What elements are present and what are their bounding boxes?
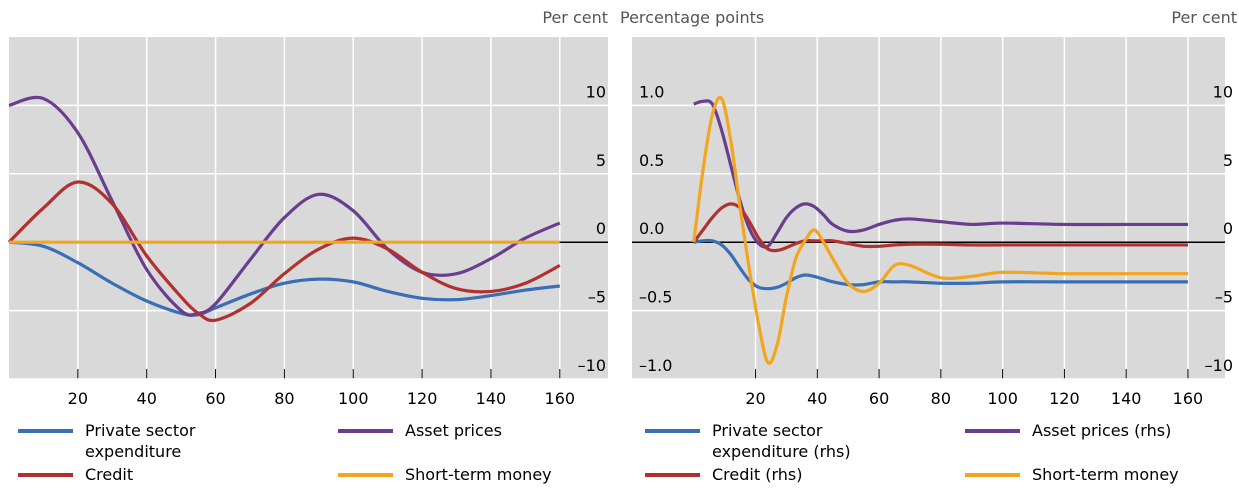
legend-swatch bbox=[645, 473, 700, 477]
y-tick-label: –10 bbox=[1205, 356, 1233, 375]
x-tick-label: 80 bbox=[931, 389, 951, 408]
legend: Private sector expenditure (rhs) Asset pr… bbox=[645, 420, 1239, 488]
legend-swatch bbox=[338, 429, 393, 433]
series-line bbox=[693, 238, 1188, 291]
y-tick-label: 5 bbox=[1223, 151, 1233, 170]
legend-label: Asset prices (rhs) bbox=[1032, 421, 1172, 440]
plot-area bbox=[9, 37, 608, 379]
legend-swatch bbox=[645, 429, 700, 433]
y-tick-label: 10 bbox=[586, 82, 606, 101]
legend-label: Short-term money market rate bbox=[405, 465, 552, 488]
legend-item: Private sector expenditure (rhs) bbox=[645, 420, 965, 462]
y-tick-label: –10 bbox=[578, 356, 606, 375]
legend-item: Credit (rhs) bbox=[645, 464, 965, 488]
legend-label: Private sector expenditure bbox=[85, 421, 196, 461]
legend-swatch bbox=[965, 429, 1020, 433]
y-tick-label: –5 bbox=[588, 288, 606, 307]
y-tick-label: 0.5 bbox=[639, 151, 664, 170]
legend-swatch bbox=[965, 473, 1020, 477]
legend-item: Private sector expenditure bbox=[18, 420, 338, 462]
x-tick-label: 80 bbox=[274, 389, 294, 408]
y-tick-label: –5 bbox=[1215, 288, 1233, 307]
series-line bbox=[692, 202, 1188, 253]
legend-label: Short-term money market rate (lhs) bbox=[1032, 465, 1179, 488]
y-tick-label: 0.0 bbox=[639, 219, 664, 238]
x-tick-label: 120 bbox=[407, 389, 438, 408]
legend-swatch bbox=[18, 473, 73, 477]
y-tick-label: –1.0 bbox=[639, 356, 672, 375]
legend-item: Asset prices bbox=[338, 420, 638, 462]
x-tick-label: 40 bbox=[137, 389, 157, 408]
y-axis-label: Percentage points bbox=[620, 8, 764, 27]
x-tick-label: 160 bbox=[545, 389, 576, 408]
x-tick-label: 120 bbox=[1049, 389, 1080, 408]
x-tick-label: 60 bbox=[869, 389, 889, 408]
legend-item: Short-term money market rate (lhs) bbox=[965, 464, 1239, 488]
legend-item: Asset prices (rhs) bbox=[965, 420, 1239, 462]
legend-swatch bbox=[18, 429, 73, 433]
legend-label: Private sector expenditure (rhs) bbox=[712, 421, 851, 461]
x-tick-label: 160 bbox=[1173, 389, 1204, 408]
x-tick-label: 20 bbox=[745, 389, 765, 408]
y-tick-label: –0.5 bbox=[639, 288, 672, 307]
y-axis-label: Per cent bbox=[542, 8, 608, 27]
x-tick-label: 20 bbox=[68, 389, 88, 408]
series-line bbox=[692, 95, 1188, 365]
x-tick-label: 100 bbox=[987, 389, 1018, 408]
y-tick-label: 0 bbox=[1223, 219, 1233, 238]
x-tick-label: 60 bbox=[205, 389, 225, 408]
x-tick-label: 100 bbox=[338, 389, 369, 408]
series-line bbox=[693, 99, 1188, 249]
legend: Private sector expenditure Asset prices Cr… bbox=[18, 420, 638, 488]
legend-item: Credit bbox=[18, 464, 338, 488]
legend-label: Asset prices bbox=[405, 421, 502, 440]
x-tick-label: 140 bbox=[476, 389, 507, 408]
legend-label: Credit (rhs) bbox=[712, 465, 803, 484]
x-tick-label: 140 bbox=[1111, 389, 1142, 408]
y-tick-label: 5 bbox=[596, 151, 606, 170]
legend-item: Short-term money market rate bbox=[338, 464, 638, 488]
x-tick-label: 40 bbox=[807, 389, 827, 408]
y2-axis-label: Per cent bbox=[1171, 8, 1237, 27]
y-tick-label: 1.0 bbox=[639, 82, 664, 101]
legend-swatch bbox=[338, 473, 393, 477]
y-tick-label: 0 bbox=[596, 219, 606, 238]
series-line bbox=[7, 180, 561, 323]
legend-label: Credit bbox=[85, 465, 134, 484]
y-tick-label: 10 bbox=[1213, 82, 1233, 101]
